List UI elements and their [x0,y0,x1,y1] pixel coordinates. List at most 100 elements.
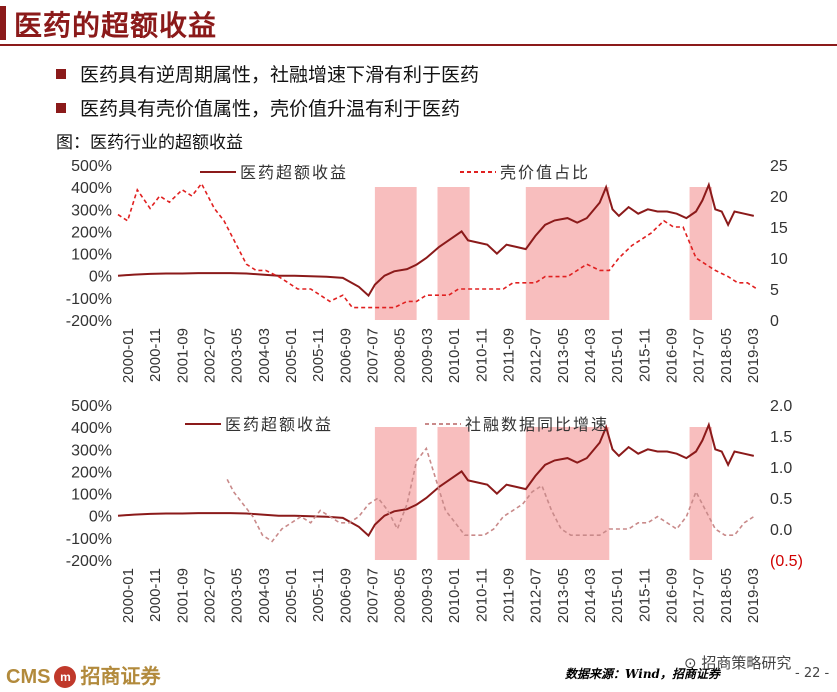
chart-1: 500% 400% 300% 200% 100% 0% -100% -200% 25 20 15 10… [66,158,788,383]
y-left-tick-label: 100% [71,247,112,264]
data-source: 数据来源：Wind，招商证券 [565,667,720,681]
shaded-period-2 [437,187,470,320]
x-tick-label: 2012-07 [528,568,545,623]
x-tick-label: 2000-01 [120,328,137,383]
x-tick-label: 2019-03 [745,328,762,383]
x-tick-label: 2005-01 [283,328,300,383]
title-accent-bar [0,6,6,40]
y-left-tick-label: -100% [66,291,112,308]
y-right-tick-label: 2.0 [770,398,792,415]
x-tick-label: 2009-03 [419,568,436,623]
shaded-period-4 [689,427,713,560]
x-tick-label: 2005-01 [283,568,300,623]
logo-text: CMS [6,666,51,688]
y-right-tick-label: 1.5 [770,429,792,446]
y-right-tick-label: 1.0 [770,460,792,477]
figure-caption: 图：医药行业的超额收益 [56,133,243,153]
bullet-1-text: 医药具有逆周期属性，社融增速下滑有利于医药 [80,64,480,86]
y-right-tick-label: 0 [770,313,779,330]
x-tick-label: 2000-11 [147,568,164,622]
y-right-tick-label: 20 [770,189,788,206]
y-left-tick-label: 500% [71,398,112,415]
y-right-tick-label: 15 [770,220,788,237]
y-right-tick-label: 0.0 [770,522,792,539]
y-right-tick-label: 25 [770,158,788,175]
x-tick-label: 2007-07 [365,328,382,383]
x-tick-label: 2015-01 [609,328,626,383]
series-line-1 [117,421,755,538]
bullet-2-text: 医药具有壳价值属性，壳价值升温有利于医药 [80,98,461,120]
x-tick-label: 2001-09 [174,568,191,623]
x-tick-label: 2014-03 [582,568,599,623]
legend-label-1: 医药超额收益 [240,163,348,182]
x-tick-label: 2005-11 [310,568,327,622]
bullet-square-icon [56,69,66,79]
x-tick-label: 2003-05 [229,568,246,623]
x-tick-label: 2010-01 [446,328,463,383]
shaded-period-2 [437,427,470,560]
title-bar: 医药的超额收益 [0,0,837,46]
x-tick-label: 2013-05 [555,328,572,383]
y-left-tick-label: 200% [71,224,112,241]
x-tick-label: 2007-07 [365,568,382,623]
legend-label-2: 壳价值占比 [500,163,590,182]
y-right-tick-label: 0.5 [770,491,792,508]
x-tick-label: 2014-03 [582,328,599,383]
y-left-tick-label: 300% [71,202,112,219]
legend-label-2: 社融数据同比增速 [465,415,609,434]
shaded-period-1 [374,427,417,560]
x-tick-label: 2005-11 [310,328,327,382]
shaded-period-1 [374,187,417,320]
x-tick-label: 2012-07 [528,328,545,383]
logo-badge-icon: m [54,666,77,688]
x-tick-label: 2010-01 [446,568,463,623]
x-tick-label: 2017-07 [691,568,708,623]
x-tick-label: 2008-05 [392,568,409,623]
wechat-name: 招商策略研究 [701,654,792,672]
y-left-tick-label: 0% [89,269,112,286]
x-tick-label: 2009-03 [419,328,436,383]
x-tick-label: 2004-03 [256,328,273,383]
legend-label-1: 医药超额收益 [225,415,333,434]
y-left-tick-label: -200% [66,313,112,330]
bullet-1: 医药具有逆周期属性，社融增速下滑有利于医药 [56,60,479,87]
y-left-tick-label: -100% [66,531,112,548]
y-left-tick-label: 400% [71,420,112,437]
x-tick-label: 2015-01 [609,568,626,623]
x-tick-label: 2000-11 [147,328,164,382]
x-tick-label: 2008-05 [392,328,409,383]
y-left-tick-label: 400% [71,180,112,197]
y-left-tick-label: 200% [71,464,112,481]
x-tick-label: 2010-11 [473,568,490,622]
x-tick-label: 2018-05 [718,568,735,623]
x-tick-label: 2016-09 [663,328,680,383]
y-left-tick-label: 0% [89,509,112,526]
series-line-2 [117,182,758,309]
footer-logo: CMS m 招商证券 [6,660,160,689]
y-right-tick-label: 10 [770,251,788,268]
y-left-tick-label: 300% [71,442,112,459]
series-line-2 [226,446,755,543]
series-line-1 [117,181,755,298]
bullet-square-icon [56,103,66,113]
shaded-period-4 [689,187,713,320]
x-tick-label: 2004-03 [256,568,273,623]
title-rule [0,44,837,46]
y-left-tick-label: -200% [66,553,112,570]
x-tick-label: 2001-09 [174,328,191,383]
x-tick-label: 2017-07 [691,328,708,383]
x-tick-label: 2003-05 [229,328,246,383]
wechat-account: ⊙ 招商策略研究 [684,654,792,672]
page-title: 医药的超额收益 [14,9,218,42]
x-tick-label: 2002-07 [202,328,219,383]
chart-2: 500% 400% 300% 200% 100% 0% -100% -200% 2.0 1.5 1.… [66,398,803,623]
y-right-tick-label: 5 [770,282,779,299]
x-tick-label: 2011-09 [500,568,517,622]
x-tick-label: 2006-09 [337,328,354,383]
x-tick-label: 2016-09 [663,568,680,623]
y-left-tick-label: 500% [71,158,112,175]
x-tick-label: 2006-09 [337,568,354,623]
logo-cn: 招商证券 [80,666,161,688]
x-tick-label: 2002-07 [202,568,219,623]
